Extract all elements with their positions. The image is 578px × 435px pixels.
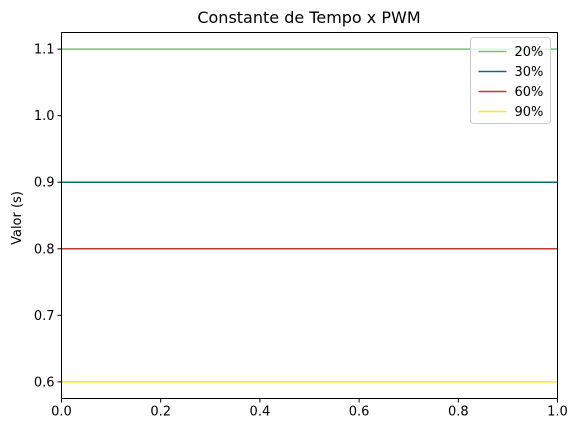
y-tick-label: 1.1	[34, 43, 55, 58]
y-tick-label: 0.6	[34, 375, 55, 390]
y-tick-label: 0.8	[34, 242, 55, 257]
x-tick-label: 0.6	[349, 405, 370, 420]
x-tick-label: 1.0	[547, 405, 568, 420]
plot-frame	[61, 32, 558, 399]
x-tick-label: 0.8	[448, 405, 469, 420]
legend-label: 30%	[515, 65, 544, 80]
legend-label: 20%	[515, 45, 544, 60]
legend: 20% 30% 60% 90%	[470, 37, 551, 124]
y-axis-label: Valor (s)	[10, 191, 25, 245]
y-axis: 0.6 0.7 0.8 0.9 1.0 1.1	[34, 43, 62, 390]
x-tick-label: 0.4	[250, 405, 271, 420]
legend-box	[470, 37, 551, 124]
y-tick-label: 0.9	[34, 176, 55, 191]
legend-label: 60%	[515, 85, 544, 100]
chart-title: Constante de Tempo x PWM	[197, 8, 420, 27]
x-tick-label: 0.0	[51, 405, 72, 420]
x-tick-label: 0.2	[150, 405, 171, 420]
y-tick-label: 0.7	[34, 309, 55, 324]
legend-label: 90%	[515, 105, 544, 120]
y-tick-label: 1.0	[34, 109, 55, 124]
x-axis: 0.0 0.2 0.4 0.6 0.8 1.0	[51, 398, 568, 420]
